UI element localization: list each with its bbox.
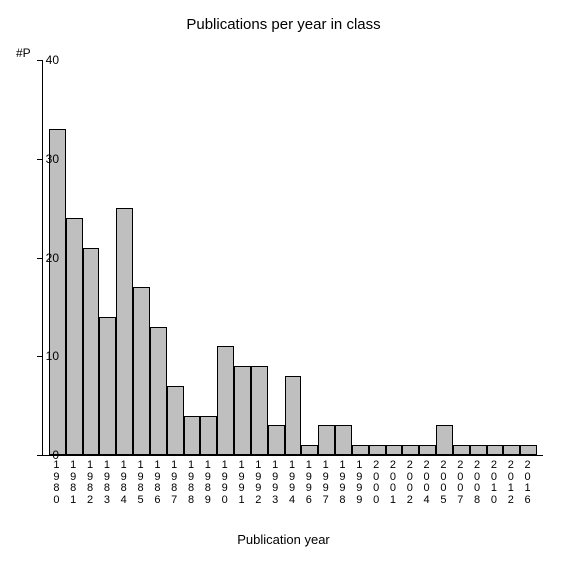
bar bbox=[116, 208, 133, 455]
bar bbox=[285, 376, 302, 455]
chart-title: Publications per year in class bbox=[0, 16, 567, 33]
bar bbox=[66, 218, 83, 455]
y-tick-label: 20 bbox=[46, 251, 59, 265]
y-tick-label: 40 bbox=[46, 53, 59, 67]
y-tick-label: 10 bbox=[46, 349, 59, 363]
bar bbox=[318, 425, 335, 455]
bar bbox=[99, 317, 116, 455]
x-tick-label: 2 0 0 7 bbox=[454, 460, 466, 506]
y-axis-unit-label: #P bbox=[16, 46, 31, 60]
x-tick-label: 1 9 9 4 bbox=[286, 460, 298, 506]
bar bbox=[386, 445, 403, 455]
bar bbox=[251, 366, 268, 455]
y-tick bbox=[37, 455, 43, 456]
chart-container: Publications per year in class #P Public… bbox=[0, 0, 567, 567]
x-tick-label: 1 9 9 9 bbox=[353, 460, 365, 506]
bar bbox=[301, 445, 318, 455]
bar bbox=[234, 366, 251, 455]
bar bbox=[200, 416, 217, 456]
bar bbox=[49, 129, 66, 455]
bar bbox=[453, 445, 470, 455]
x-tick-label: 1 9 8 9 bbox=[202, 460, 214, 506]
bar bbox=[419, 445, 436, 455]
x-tick-label: 1 9 8 5 bbox=[135, 460, 147, 506]
bar bbox=[487, 445, 504, 455]
x-tick-label: 1 9 9 1 bbox=[236, 460, 248, 506]
y-tick bbox=[37, 159, 43, 160]
x-tick-label: 1 9 9 2 bbox=[252, 460, 264, 506]
x-tick-label: 1 9 8 8 bbox=[185, 460, 197, 506]
y-tick bbox=[37, 356, 43, 357]
plot-area bbox=[42, 60, 543, 456]
bar bbox=[335, 425, 352, 455]
bar bbox=[520, 445, 537, 455]
x-tick-label: 1 9 8 3 bbox=[101, 460, 113, 506]
x-tick-label: 1 9 8 7 bbox=[168, 460, 180, 506]
x-tick-label: 1 9 8 2 bbox=[84, 460, 96, 506]
x-tick-label: 2 0 0 0 bbox=[370, 460, 382, 506]
bar bbox=[167, 386, 184, 455]
x-tick-label: 1 9 8 0 bbox=[50, 460, 62, 506]
x-tick-label: 1 9 8 6 bbox=[151, 460, 163, 506]
x-axis-label: Publication year bbox=[0, 532, 567, 547]
bar bbox=[268, 425, 285, 455]
x-tick-label: 1 9 8 4 bbox=[118, 460, 130, 506]
y-tick bbox=[37, 60, 43, 61]
x-tick-label: 1 9 9 3 bbox=[269, 460, 281, 506]
x-tick-label: 2 0 0 1 bbox=[387, 460, 399, 506]
x-tick-label: 2 0 0 2 bbox=[404, 460, 416, 506]
x-tick-label: 1 9 9 0 bbox=[219, 460, 231, 506]
x-tick-label: 2 0 1 2 bbox=[505, 460, 517, 506]
x-tick-label: 1 9 8 1 bbox=[67, 460, 79, 506]
x-tick-label: 2 0 1 0 bbox=[488, 460, 500, 506]
bar bbox=[402, 445, 419, 455]
bar bbox=[470, 445, 487, 455]
x-tick-label: 1 9 9 7 bbox=[320, 460, 332, 506]
bar bbox=[369, 445, 386, 455]
x-tick-label: 2 0 0 8 bbox=[471, 460, 483, 506]
bar bbox=[133, 287, 150, 455]
bar bbox=[184, 416, 201, 456]
x-tick-label: 2 0 0 4 bbox=[421, 460, 433, 506]
x-tick-label: 1 9 9 6 bbox=[303, 460, 315, 506]
bar bbox=[150, 327, 167, 455]
x-tick-label: 2 0 1 6 bbox=[522, 460, 534, 506]
bar bbox=[503, 445, 520, 455]
bar bbox=[83, 248, 100, 455]
x-tick-label: 1 9 9 8 bbox=[336, 460, 348, 506]
bar bbox=[352, 445, 369, 455]
x-tick-label: 2 0 0 5 bbox=[437, 460, 449, 506]
bar bbox=[436, 425, 453, 455]
bar bbox=[217, 346, 234, 455]
y-tick-label: 30 bbox=[46, 152, 59, 166]
y-tick bbox=[37, 258, 43, 259]
